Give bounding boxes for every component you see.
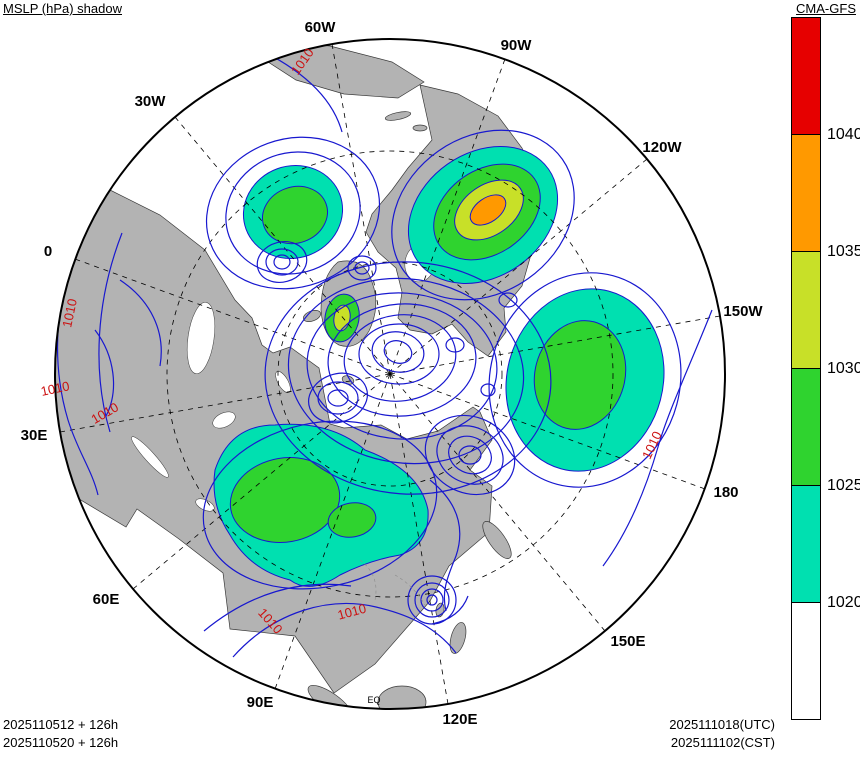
graticule-label-150w: 150W bbox=[723, 303, 763, 320]
graticule bbox=[59, 43, 721, 705]
contour-label-1010: 1010 bbox=[336, 601, 368, 623]
colorbar-segment-above-1040 bbox=[791, 17, 821, 135]
contour-label-1010: 1010 bbox=[39, 378, 70, 399]
model-name: CMA-GFS bbox=[796, 1, 856, 16]
shade-pacific-green bbox=[533, 320, 627, 430]
graticule-label-120e: 120E bbox=[442, 711, 477, 728]
landmass-borneo bbox=[377, 685, 427, 709]
graticule-label-30e: 30E bbox=[21, 427, 48, 444]
shade-siberia-green bbox=[229, 457, 341, 543]
colorbar-segment-1025-1030 bbox=[791, 368, 821, 486]
shade-siberia-green2 bbox=[327, 502, 377, 538]
shade-canada-orange bbox=[469, 194, 507, 226]
pressure-shading bbox=[213, 146, 665, 587]
landmass-philippines bbox=[449, 622, 467, 654]
graticule-label-120w: 120W bbox=[642, 139, 682, 156]
valid-time-cst: 2025111102(CST) bbox=[670, 735, 775, 750]
pressure-map-svg: 1010 1010 1010 1010 1010 1010 1010 60W 9… bbox=[21, 19, 764, 728]
graticule-label-60e: 60E bbox=[93, 591, 120, 608]
sea-black bbox=[212, 411, 236, 429]
map-container: 1010 1010 1010 1010 1010 1010 1010 60W 9… bbox=[21, 19, 764, 728]
init-time-line1: 2025110512 + 126h bbox=[3, 717, 119, 732]
colorbar-segment-1020-1025 bbox=[791, 485, 821, 603]
landmass-cuba bbox=[384, 111, 412, 121]
admin-borders bbox=[359, 559, 426, 606]
init-time-line2: 2025110520 + 126h bbox=[3, 735, 119, 750]
sea-mediterranean bbox=[186, 302, 216, 374]
colorbar-segment-1035-1040 bbox=[791, 134, 821, 252]
graticule-label-60w: 60W bbox=[305, 19, 337, 36]
colorbar-label-1030: 1030 bbox=[827, 360, 860, 377]
contour-label-1010: 1010 bbox=[59, 297, 80, 328]
latitude-circle-30n bbox=[166, 150, 614, 598]
shade-atlantic-green bbox=[262, 185, 328, 245]
colorbar-label-1035: 1035 bbox=[827, 243, 860, 260]
colorbar-label-1020: 1020 bbox=[827, 594, 860, 611]
map-boundary-circle bbox=[54, 38, 726, 710]
landmass-hispaniola bbox=[412, 124, 428, 132]
latitude-circle-60n bbox=[277, 261, 503, 487]
graticule-label-180: 180 bbox=[713, 484, 738, 501]
landmass-sumatra bbox=[307, 685, 353, 709]
valid-time-utc: 2025111018(UTC) bbox=[669, 717, 775, 732]
landmass-south-america bbox=[261, 39, 425, 99]
chart-title: MSLP (hPa) shadow bbox=[3, 1, 122, 16]
graticule-label-150e: 150E bbox=[610, 633, 645, 650]
graticule-label-30w: 30W bbox=[135, 93, 167, 110]
colorbar-segment-below-1020 bbox=[791, 602, 821, 720]
isobar-contours bbox=[56, 45, 713, 658]
colorbar bbox=[791, 17, 821, 720]
graticule-label-0: 0 bbox=[44, 243, 52, 260]
colorbar-segment-1030-1035 bbox=[791, 251, 821, 369]
graticule-label-90w: 90W bbox=[501, 37, 533, 54]
landmass-japan bbox=[482, 521, 512, 559]
sea-red bbox=[131, 436, 169, 478]
graticule-label-90e: 90E bbox=[247, 694, 274, 711]
colorbar-label-1025: 1025 bbox=[827, 477, 860, 494]
graticule-labels: 60W 90W 120W 150W 180 150E 120E 90E 60E … bbox=[21, 19, 764, 728]
equator-label: EQ bbox=[367, 695, 380, 705]
colorbar-label-1040: 1040 bbox=[827, 126, 860, 143]
